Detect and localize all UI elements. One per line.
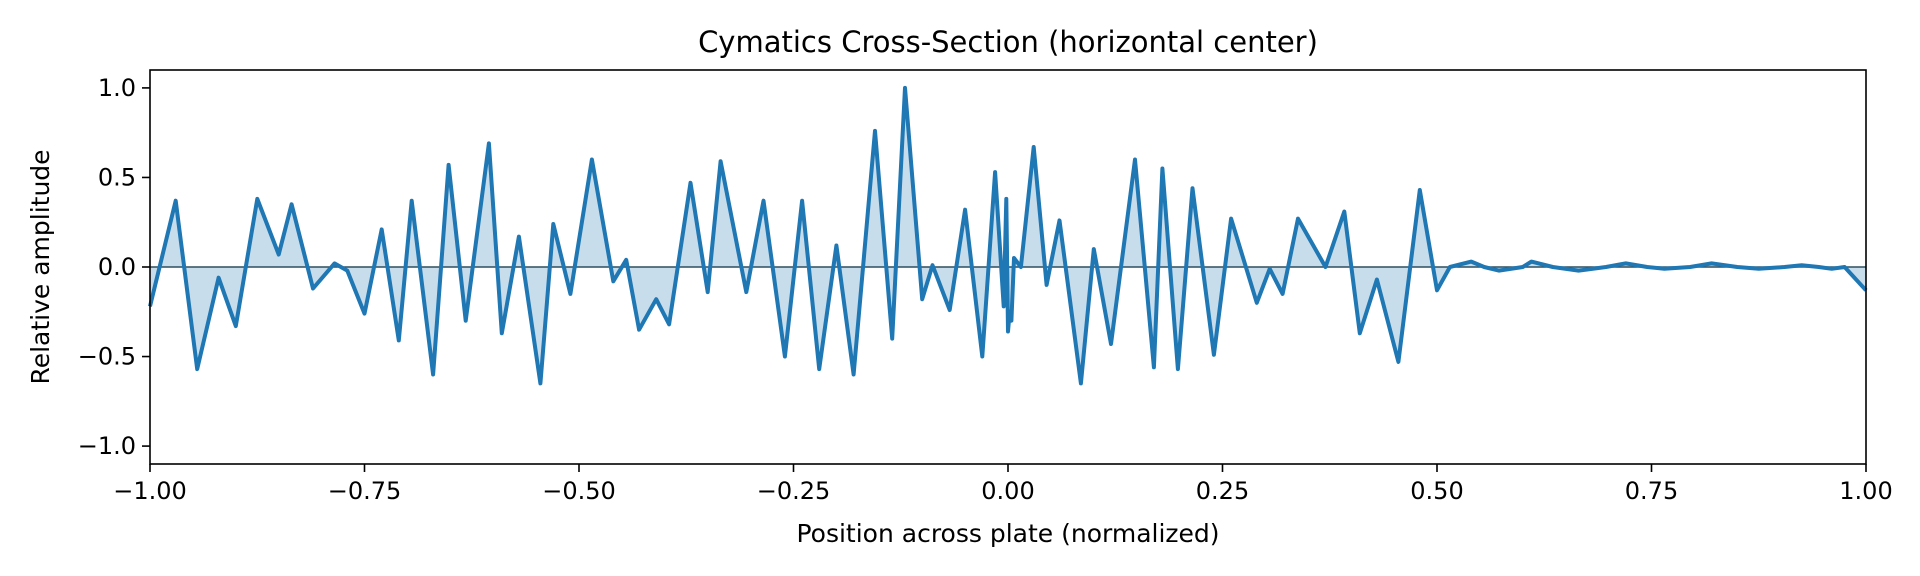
x-tick-label: 0.75 [1625, 477, 1678, 505]
x-tick-label: 0.50 [1410, 477, 1463, 505]
x-axis-label: Position across plate (normalized) [796, 519, 1219, 548]
x-tick-label: 0.25 [1196, 477, 1249, 505]
chart-title: Cymatics Cross-Section (horizontal cente… [698, 25, 1318, 59]
x-tick-label: 1.00 [1839, 477, 1892, 505]
y-axis-label: Relative amplitude [26, 149, 55, 384]
series-line-layer [148, 85, 1868, 386]
y-ticks: 1.0 0.5 0.0 −0.5 −1.0 [78, 74, 150, 460]
x-ticks: −1.00 −0.75 −0.50 −0.25 0.00 0.25 0.50 0.75 1.00 [113, 464, 1893, 505]
x-tick-label: 0.00 [981, 477, 1034, 505]
y-tick-label: 1.0 [98, 74, 136, 102]
y-tick-label: −1.0 [78, 432, 136, 460]
y-tick-label: 0.5 [98, 163, 136, 191]
series-line [148, 85, 1868, 386]
y-tick-label: 0.0 [98, 253, 136, 281]
x-tick-label: −0.25 [757, 477, 831, 505]
x-tick-label: −0.75 [328, 477, 402, 505]
x-tick-label: −0.50 [542, 477, 616, 505]
x-tick-label: −1.00 [113, 477, 187, 505]
y-tick-label: −0.5 [78, 343, 136, 371]
